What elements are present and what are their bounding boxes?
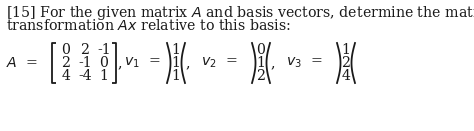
Text: 1: 1 — [100, 69, 109, 83]
Text: -4: -4 — [78, 69, 92, 83]
Text: transformation $Ax$ relative to this basis:: transformation $Ax$ relative to this bas… — [6, 18, 291, 33]
Text: 4: 4 — [62, 69, 71, 83]
Text: 0: 0 — [256, 43, 265, 57]
Text: 0: 0 — [100, 56, 109, 70]
Text: [15] For the given matrix $A$ and basis vectors, determine the matrix $B$ for th: [15] For the given matrix $A$ and basis … — [6, 4, 474, 22]
Text: 1: 1 — [172, 69, 181, 83]
Text: 2: 2 — [256, 69, 265, 83]
Text: 4: 4 — [342, 69, 350, 83]
Text: 2: 2 — [341, 56, 350, 70]
Text: -1: -1 — [97, 43, 111, 57]
Text: ,: , — [186, 56, 191, 70]
Text: 1: 1 — [256, 56, 265, 70]
Text: ,: , — [271, 56, 275, 70]
Text: $v_2$  =: $v_2$ = — [201, 56, 237, 70]
Text: 2: 2 — [62, 56, 71, 70]
Text: 1: 1 — [172, 43, 181, 57]
Text: 1: 1 — [172, 56, 181, 70]
Text: $A$  =: $A$ = — [6, 56, 38, 70]
Text: $v_3$  =: $v_3$ = — [286, 56, 322, 70]
Text: 2: 2 — [81, 43, 90, 57]
Text: -1: -1 — [78, 56, 92, 70]
Text: $v_1$  =: $v_1$ = — [124, 56, 160, 70]
Text: ,: , — [118, 56, 122, 70]
Text: 0: 0 — [62, 43, 71, 57]
Text: 1: 1 — [342, 43, 350, 57]
